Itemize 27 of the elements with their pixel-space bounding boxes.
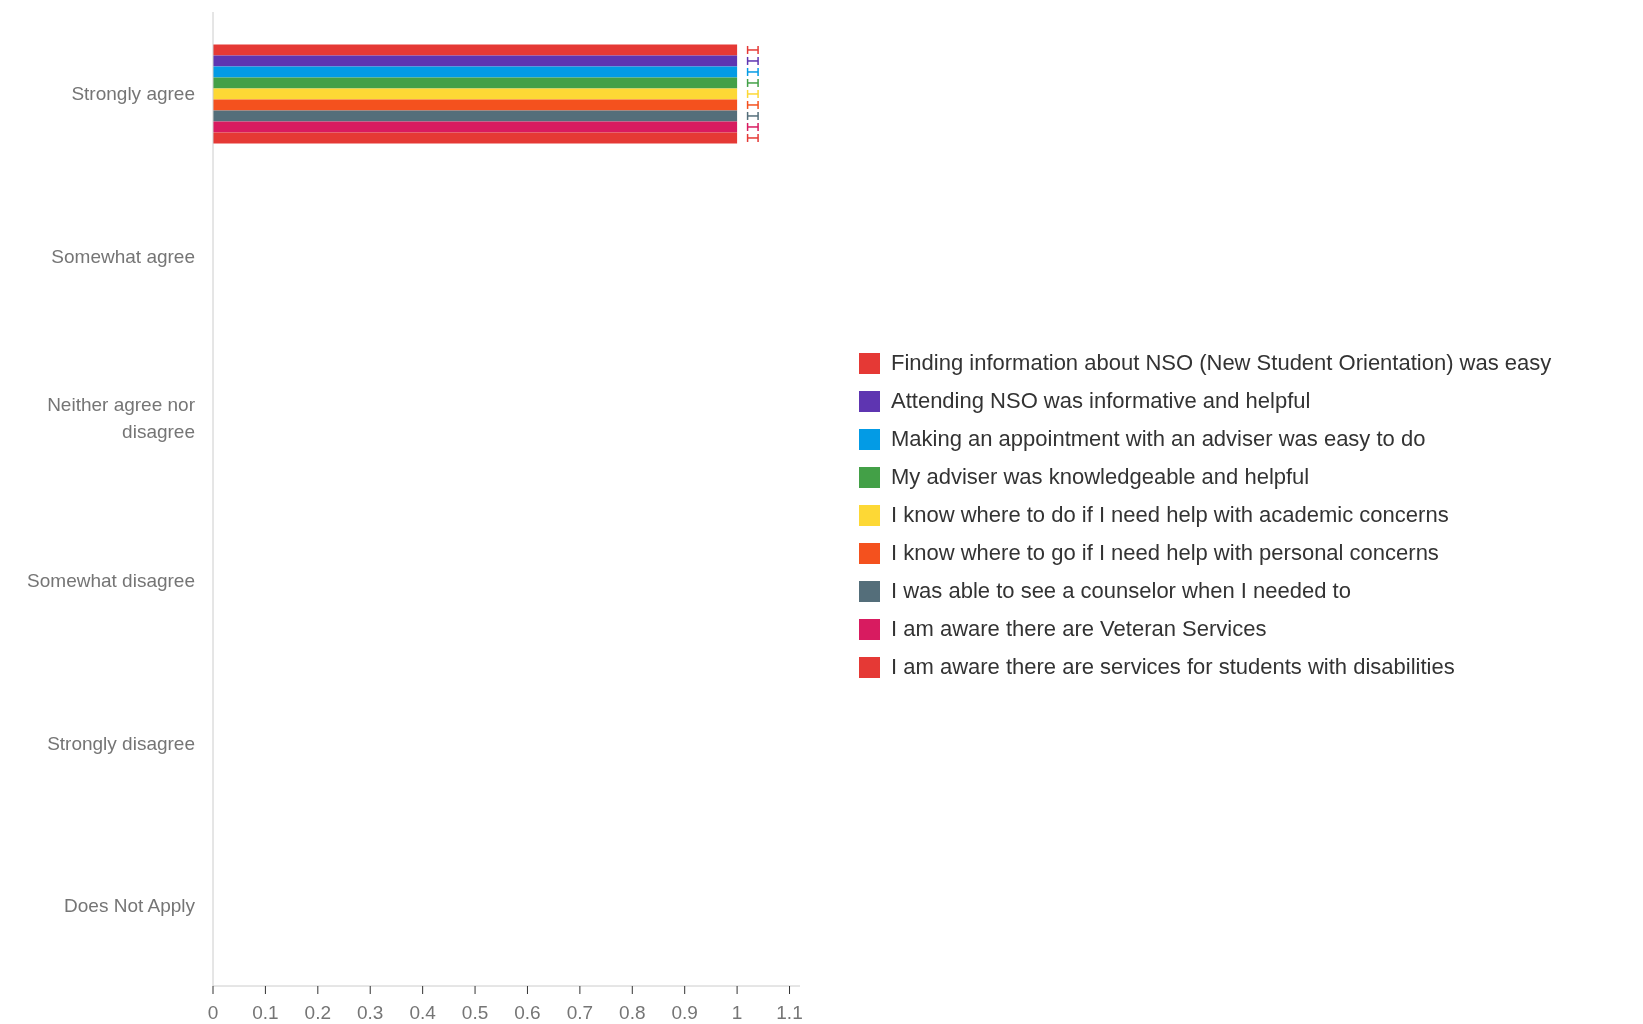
x-tick-label: 0.7	[566, 1002, 594, 1024]
x-tick-label: 1	[731, 1002, 743, 1024]
y-tick-label: Strongly agree	[71, 82, 195, 104]
y-tick-label: Does Not Apply	[64, 894, 196, 916]
legend-label: I was able to see a counselor when I needed to	[891, 578, 1351, 604]
x-tick-label: 0.3	[357, 1002, 384, 1024]
x-tick-label: 0.4	[409, 1002, 437, 1024]
y-tick-label: Somewhat disagree	[27, 569, 195, 591]
legend-label: Making an appointment with an adviser was easy to do	[891, 426, 1426, 452]
x-tick-label: 0.5	[461, 1002, 489, 1024]
x-tick-label: 0.9	[671, 1002, 698, 1024]
legend-label: I am aware there are Veteran Services	[891, 616, 1267, 642]
y-tick-label: Strongly disagree	[47, 732, 195, 753]
x-tick-label: 0	[207, 1002, 219, 1024]
legend-label: I am aware there are services for students with disabilities	[891, 654, 1455, 680]
y-tick-label: Neither agree nor disagree	[47, 393, 196, 442]
legend-label: Attending NSO was informative and helpful	[891, 388, 1311, 414]
x-tick-label: 0.2	[304, 1002, 332, 1024]
legend-label: My adviser was knowledgeable and helpful	[891, 464, 1310, 490]
x-tick-label: 0.6	[514, 1002, 541, 1024]
x-tick-label: 0.8	[619, 1002, 646, 1024]
legend-label: I know where to go if I need help with personal concerns	[891, 540, 1439, 566]
legend-label: Finding information about NSO (New Student Orientation) was easy	[891, 350, 1552, 376]
x-tick-label: 1.1	[776, 1002, 803, 1024]
x-tick-label: 0.1	[252, 1002, 279, 1024]
legend-label: I know where to do if I need help with academic concerns	[891, 502, 1449, 528]
y-tick-label: Somewhat agree	[51, 245, 195, 266]
